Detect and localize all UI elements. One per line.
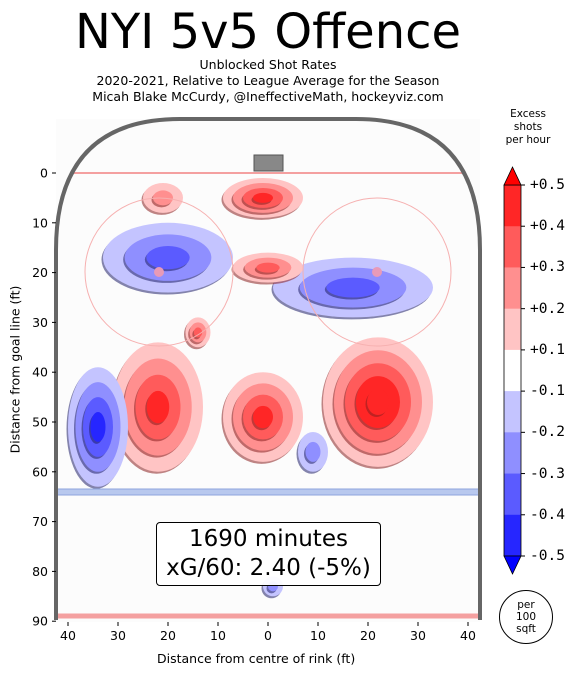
y-axis-label: Distance from goal line (ft): [7, 285, 23, 454]
x-tick-label-6: 20: [360, 628, 376, 643]
colorbar-tick-label-7: -0.3: [530, 465, 565, 482]
hotspot-6-level-4: [253, 192, 273, 203]
x-tick-label-2: 20: [160, 628, 176, 643]
hotspot-10-level-2: [305, 441, 321, 462]
colorbar-title-line-1: Excess: [510, 108, 546, 120]
hotspot-1-level-4: [146, 390, 170, 424]
y-tick-label-0: 0: [40, 166, 48, 181]
right-faceoff-dot: [372, 267, 382, 277]
colorbar-segment-8: [504, 514, 521, 557]
y-tick-label-6: 60: [32, 464, 48, 479]
y-tick-label-4: 40: [32, 365, 48, 380]
y-tick-label-2: 20: [32, 265, 48, 280]
x-tick-label-3: 10: [210, 628, 226, 643]
per-area-badge: per 100 sqft: [499, 590, 553, 644]
goal-net: [253, 154, 284, 172]
y-tick-label-1: 10: [32, 215, 48, 230]
x-tick-label-4: 0: [264, 628, 272, 643]
xg-text: xG/60: 2.40 (-5%): [166, 555, 371, 581]
colorbar-tick-label-2: +0.3: [530, 259, 565, 276]
blue-line: [56, 488, 480, 496]
y-tick-label-8: 80: [32, 564, 48, 579]
rink-boards: [54, 117, 482, 620]
colorbar-segment-4: [504, 349, 521, 392]
colorbar-segment-0: [504, 185, 521, 227]
hotspot-5-level-3: [326, 277, 380, 298]
colorbar-tick-label-8: -0.4: [530, 506, 565, 523]
y-tick-label-7: 70: [32, 514, 48, 529]
x-axis-label: Distance from centre of rink (ft): [157, 651, 356, 666]
y-tick-label-3: 30: [32, 315, 48, 330]
y-tick-label-5: 50: [32, 415, 48, 430]
y-tick-label-9: 90: [32, 614, 48, 629]
heatmap-contours: [66, 177, 433, 599]
rink-markings: [56, 154, 480, 619]
hotspot-4-level-3: [146, 246, 190, 270]
x-tick-label-0: 40: [60, 628, 76, 643]
colorbar-segment-5: [504, 391, 521, 433]
subtitle-line-3: Micah Blake McCurdy, @IneffectiveMath, h…: [92, 89, 444, 104]
colorbar-extend-top: [503, 166, 522, 186]
colorbar-tick-label-4: +0.1: [530, 341, 565, 358]
subtitle-line-1: Unblocked Shot Rates: [199, 57, 337, 72]
minutes-text: 1690 minutes: [189, 526, 348, 552]
hotspot-7-level-3: [256, 262, 280, 273]
colorbar-title-line-3: per hour: [505, 134, 551, 146]
colorbar-tick-label-1: +0.4: [530, 218, 565, 235]
x-tick-label-5: 10: [310, 628, 326, 643]
colorbar-title: Excess shots per hour: [495, 108, 561, 147]
colorbar-tick-label-5: -0.1: [530, 383, 565, 400]
colorbar-tick-label-9: -0.5: [530, 548, 565, 564]
summary-annotation: 1690 minutes xG/60: 2.40 (-5%): [156, 522, 381, 586]
hotspot-2-level-4: [253, 405, 273, 429]
left-faceoff-circle: [84, 197, 234, 347]
colorbar-segment-6: [504, 432, 521, 475]
x-tick-label-1: 30: [110, 628, 126, 643]
hotspot-8-level-3: [193, 327, 203, 338]
hotspot-3-level-4: [90, 412, 106, 442]
per-area-line-2: 100: [515, 611, 537, 623]
colorbar-extend-bottom: [503, 555, 522, 575]
per-area-line-3: sqft: [516, 623, 536, 635]
colorbar: [503, 166, 525, 575]
colorbar-tick-label-0: +0.5: [530, 177, 565, 193]
colorbar-tick-label-6: -0.2: [530, 424, 565, 441]
chart-title: NYI 5v5 Offence: [74, 4, 462, 60]
colorbar-segment-1: [504, 226, 521, 268]
colorbar-segment-2: [504, 267, 521, 310]
colorbar-segment-3: [504, 308, 521, 351]
colorbar-segment-7: [504, 473, 521, 516]
colorbar-tick-label-3: +0.2: [530, 300, 565, 317]
subtitle-line-2: 2020-2021, Relative to League Average fo…: [96, 73, 440, 88]
hotspot-0-level-5: [367, 389, 389, 416]
colorbar-title-line-2: shots: [513, 121, 543, 133]
x-tick-label-8: 40: [460, 628, 476, 643]
left-faceoff-dot: [154, 267, 164, 277]
per-area-line-1: per: [517, 599, 535, 611]
x-tick-label-7: 30: [410, 628, 426, 643]
right-faceoff-circle: [302, 197, 452, 347]
axes: 40 30 20 10 0 10 20 30 40 0 10 20 30 40 50 60 70 80 90: [32, 166, 476, 644]
